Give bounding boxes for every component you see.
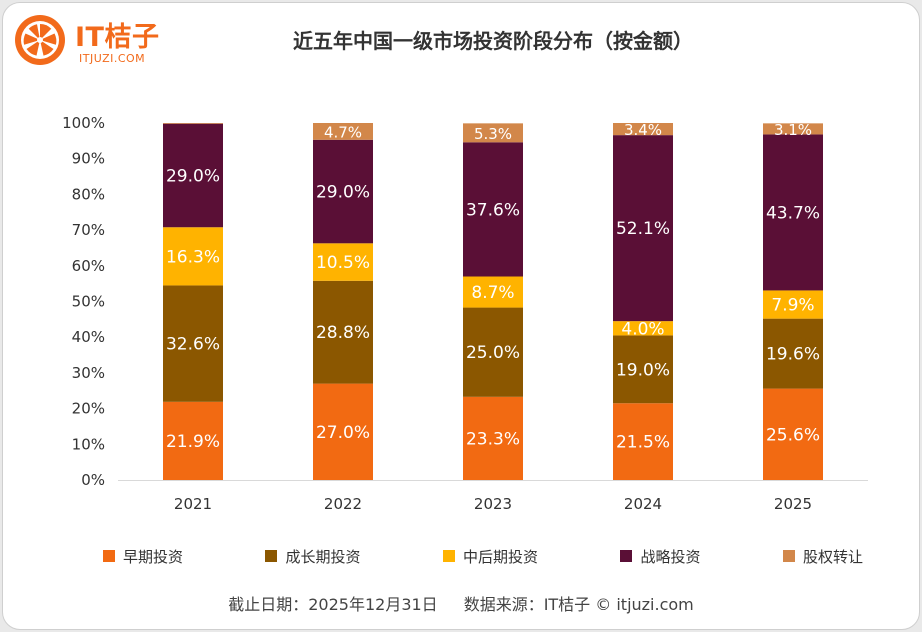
legend-item: 战略投资	[620, 546, 700, 567]
legend-item: 股权转让	[782, 546, 863, 567]
legend-item: 成长期投资	[265, 546, 361, 567]
bar-segment	[613, 403, 673, 480]
data-label: 32.6%	[166, 335, 220, 355]
data-label: 7.9%	[771, 296, 814, 316]
y-tick-label: 40%	[72, 328, 105, 346]
bar-segment	[613, 321, 673, 336]
data-label: 25.6%	[766, 425, 820, 445]
data-label: 28.8%	[316, 323, 370, 343]
bar-segment	[613, 135, 673, 322]
data-label: 23.3%	[466, 429, 520, 449]
bar-segment	[163, 401, 223, 480]
legend-swatch	[103, 550, 115, 562]
data-label: 19.0%	[616, 360, 670, 380]
bar-segment	[463, 142, 523, 277]
footer: 截止日期：2025年12月31日 数据来源：IT桔子 © itjuzi.com	[3, 591, 919, 615]
data-label: 25.0%	[466, 343, 520, 363]
y-tick-label: 20%	[72, 400, 105, 418]
bar-segment	[163, 227, 223, 286]
bar-segment	[463, 307, 523, 397]
legend-swatch	[782, 550, 795, 562]
chart-title: 近五年中国一级市场投资阶段分布（按金额）	[293, 29, 693, 53]
data-label: 29.0%	[316, 183, 370, 203]
bar-segment	[163, 285, 223, 402]
y-tick-label: 100%	[62, 114, 105, 132]
bar-segment	[763, 388, 823, 480]
y-tick-label: 10%	[72, 435, 105, 453]
y-tick-label: 70%	[72, 221, 105, 239]
footer-date: 截止日期：2025年12月31日	[228, 595, 438, 614]
y-tick-label: 90%	[72, 150, 105, 168]
y-tick-label: 50%	[72, 293, 105, 311]
bar-segment	[163, 123, 223, 124]
data-label: 4.0%	[621, 319, 664, 339]
bar-segment	[763, 123, 823, 135]
data-label: 52.1%	[616, 219, 670, 239]
data-label: 3.4%	[624, 121, 662, 139]
bar-segment	[313, 383, 373, 480]
stacked-bar-chart: 0% 10% 20% 30% 40% 50% 60% 70% 80% 90% 100% 21.9% 32…	[62, 114, 868, 513]
data-label: 19.6%	[766, 345, 820, 365]
data-label: 8.7%	[471, 283, 514, 303]
bar-segment	[763, 134, 823, 291]
brand-logo: IT桔子 ITJUZI.COM	[13, 13, 193, 73]
x-tick-label: 2022	[324, 495, 362, 513]
x-tick-label: 2023	[474, 495, 512, 513]
data-label: 5.3%	[474, 125, 512, 143]
bar-segment	[463, 123, 523, 143]
bar-segment	[163, 123, 223, 228]
bar-segment	[463, 276, 523, 308]
y-tick-label: 0%	[81, 471, 105, 489]
orange-slice-icon	[15, 15, 65, 65]
y-tick-label: 80%	[72, 185, 105, 203]
data-label: 29.0%	[166, 166, 220, 186]
legend-swatch	[620, 550, 633, 562]
legend-item: 中后期投资	[442, 546, 538, 567]
data-label: 37.6%	[466, 200, 520, 220]
x-tick-label: 2025	[774, 495, 812, 513]
legend-swatch	[442, 550, 455, 562]
legend-item: 早期投资	[103, 546, 183, 567]
bar-segment	[463, 396, 523, 480]
bar-segment	[313, 280, 373, 384]
footer-source: 数据来源：IT桔子 © itjuzi.com	[463, 595, 694, 614]
bar-segment	[763, 318, 823, 389]
data-label: 3.1%	[774, 121, 812, 139]
brand-name: IT桔子	[75, 22, 160, 53]
data-label: 27.0%	[316, 423, 370, 443]
legend-label: 早期投资	[123, 547, 184, 566]
bar-segment	[313, 123, 373, 140]
bar-segment	[313, 243, 373, 281]
y-tick-label: 30%	[72, 364, 105, 382]
brand-site: ITJUZI.COM	[79, 52, 146, 65]
data-label: 4.7%	[324, 123, 362, 141]
bar-segment	[763, 290, 823, 319]
x-tick-label: 2021	[174, 495, 212, 513]
data-label: 21.5%	[616, 433, 670, 453]
legend-label: 中后期投资	[462, 547, 538, 566]
data-label: 16.3%	[166, 247, 220, 267]
y-tick-label: 60%	[72, 257, 105, 275]
bar-segment	[613, 335, 673, 404]
data-label: 10.5%	[316, 253, 370, 273]
data-label: 21.9%	[166, 432, 220, 452]
chart-legend: 早期投资 成长期投资 中后期投资 战略投资 股权转让	[103, 543, 863, 569]
bar-segment	[613, 123, 673, 136]
legend-swatch	[265, 550, 278, 562]
x-tick-label: 2024	[624, 495, 662, 513]
legend-label: 战略投资	[640, 547, 701, 566]
legend-label: 成长期投资	[285, 547, 361, 566]
data-label: 43.7%	[766, 203, 820, 223]
legend-label: 股权转让	[802, 547, 863, 566]
bar-segment	[313, 139, 373, 244]
